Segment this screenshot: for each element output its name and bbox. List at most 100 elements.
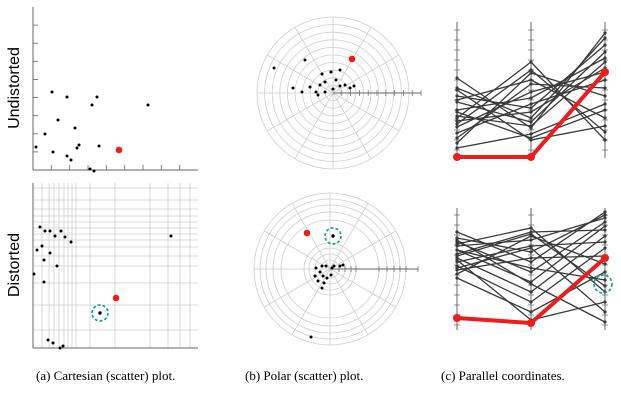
axis-point [603,310,607,314]
row-label-undistorted: Undistorted [6,47,23,129]
axis-point [455,94,459,98]
axis-point [603,116,607,120]
axis-point [529,232,533,236]
cartesian-plot-distorted [32,183,198,350]
data-point [43,229,47,233]
axis-point [603,224,607,228]
data-point [316,93,320,97]
axis-point [603,228,607,232]
data-point [348,86,352,90]
axis-point [603,262,607,266]
data-point [48,251,52,255]
axis-point [603,240,607,244]
data-point [322,281,326,285]
highlighted-point [527,319,535,327]
parallel-coordinates-undistorted [453,22,609,161]
axis-point [529,60,533,64]
axis-point [455,119,459,123]
data-point [35,248,39,252]
axis-point [455,272,459,276]
data-point [51,150,55,154]
data-point [90,103,94,107]
data-point [55,264,59,268]
highlighted-point [453,314,461,322]
axis-point [455,131,459,135]
data-point [169,234,173,238]
grid-spoke [294,26,334,94]
axis-point [529,238,533,242]
axis-point [603,213,607,217]
axis-point [529,71,533,75]
data-point [69,240,73,244]
caption-parallel: (c) Parallel coordinates. [441,368,565,383]
grid-spoke [329,202,369,270]
caption-polar: (b) Polar (scatter) plot. [245,368,364,383]
axis-point [603,78,607,82]
data-point [318,83,322,87]
axis-point [529,226,533,230]
data-point [40,244,44,248]
data-point [75,146,79,150]
data-point [309,335,313,339]
data-point [320,286,324,290]
data-point [42,280,46,284]
axis-point [455,136,459,140]
grid-spoke [329,230,397,270]
axis-point [603,86,607,90]
data-point [51,341,55,345]
grid-spoke [291,202,331,270]
focus-ring [593,274,613,294]
data-point [61,344,65,348]
axis-point [529,116,533,120]
axis-point [529,290,533,294]
axis-point [603,130,607,134]
data-point [338,264,342,268]
data-point [318,270,322,274]
grid-spoke [263,230,331,270]
data-point [59,229,63,233]
highlighted-point [601,254,609,262]
axis-point [529,260,533,264]
data-point [46,338,50,342]
data-point [38,225,42,229]
axis-point [603,138,607,142]
grid-spoke [291,268,331,336]
axis-point [603,320,607,324]
axis-point [455,258,459,262]
polar-plot-distorted [253,192,419,346]
axis-point [529,138,533,142]
data-point [323,90,327,94]
grid-spoke [332,54,400,94]
data-point [325,276,329,280]
data-point [291,86,295,90]
data-point [316,279,320,283]
data-point [329,273,333,277]
axis-point [529,110,533,114]
axis-point [529,124,533,128]
highlighted-point [601,68,609,76]
focus-ring [324,227,342,245]
data-point [332,264,336,268]
axis-point [603,216,607,220]
axis-point [603,31,607,35]
axis-point [529,82,533,86]
highlighted-point [112,294,120,302]
axis-point [455,276,459,280]
data-point [313,274,317,278]
axis-point [603,234,607,238]
data-point [338,68,342,72]
data-point [92,169,96,173]
grid-spoke [294,92,334,160]
axis-point [455,110,459,114]
data-point [320,72,324,76]
axis-point [603,124,607,128]
axis-point [603,220,607,224]
data-point [308,85,312,89]
data-point [77,143,81,147]
data-point [69,158,73,162]
data-point [334,78,338,82]
data-point [146,103,150,107]
axis-point [455,116,459,120]
row-labels: Undistorted Distorted [6,47,23,297]
cartesian-plot-undistorted [32,7,198,173]
